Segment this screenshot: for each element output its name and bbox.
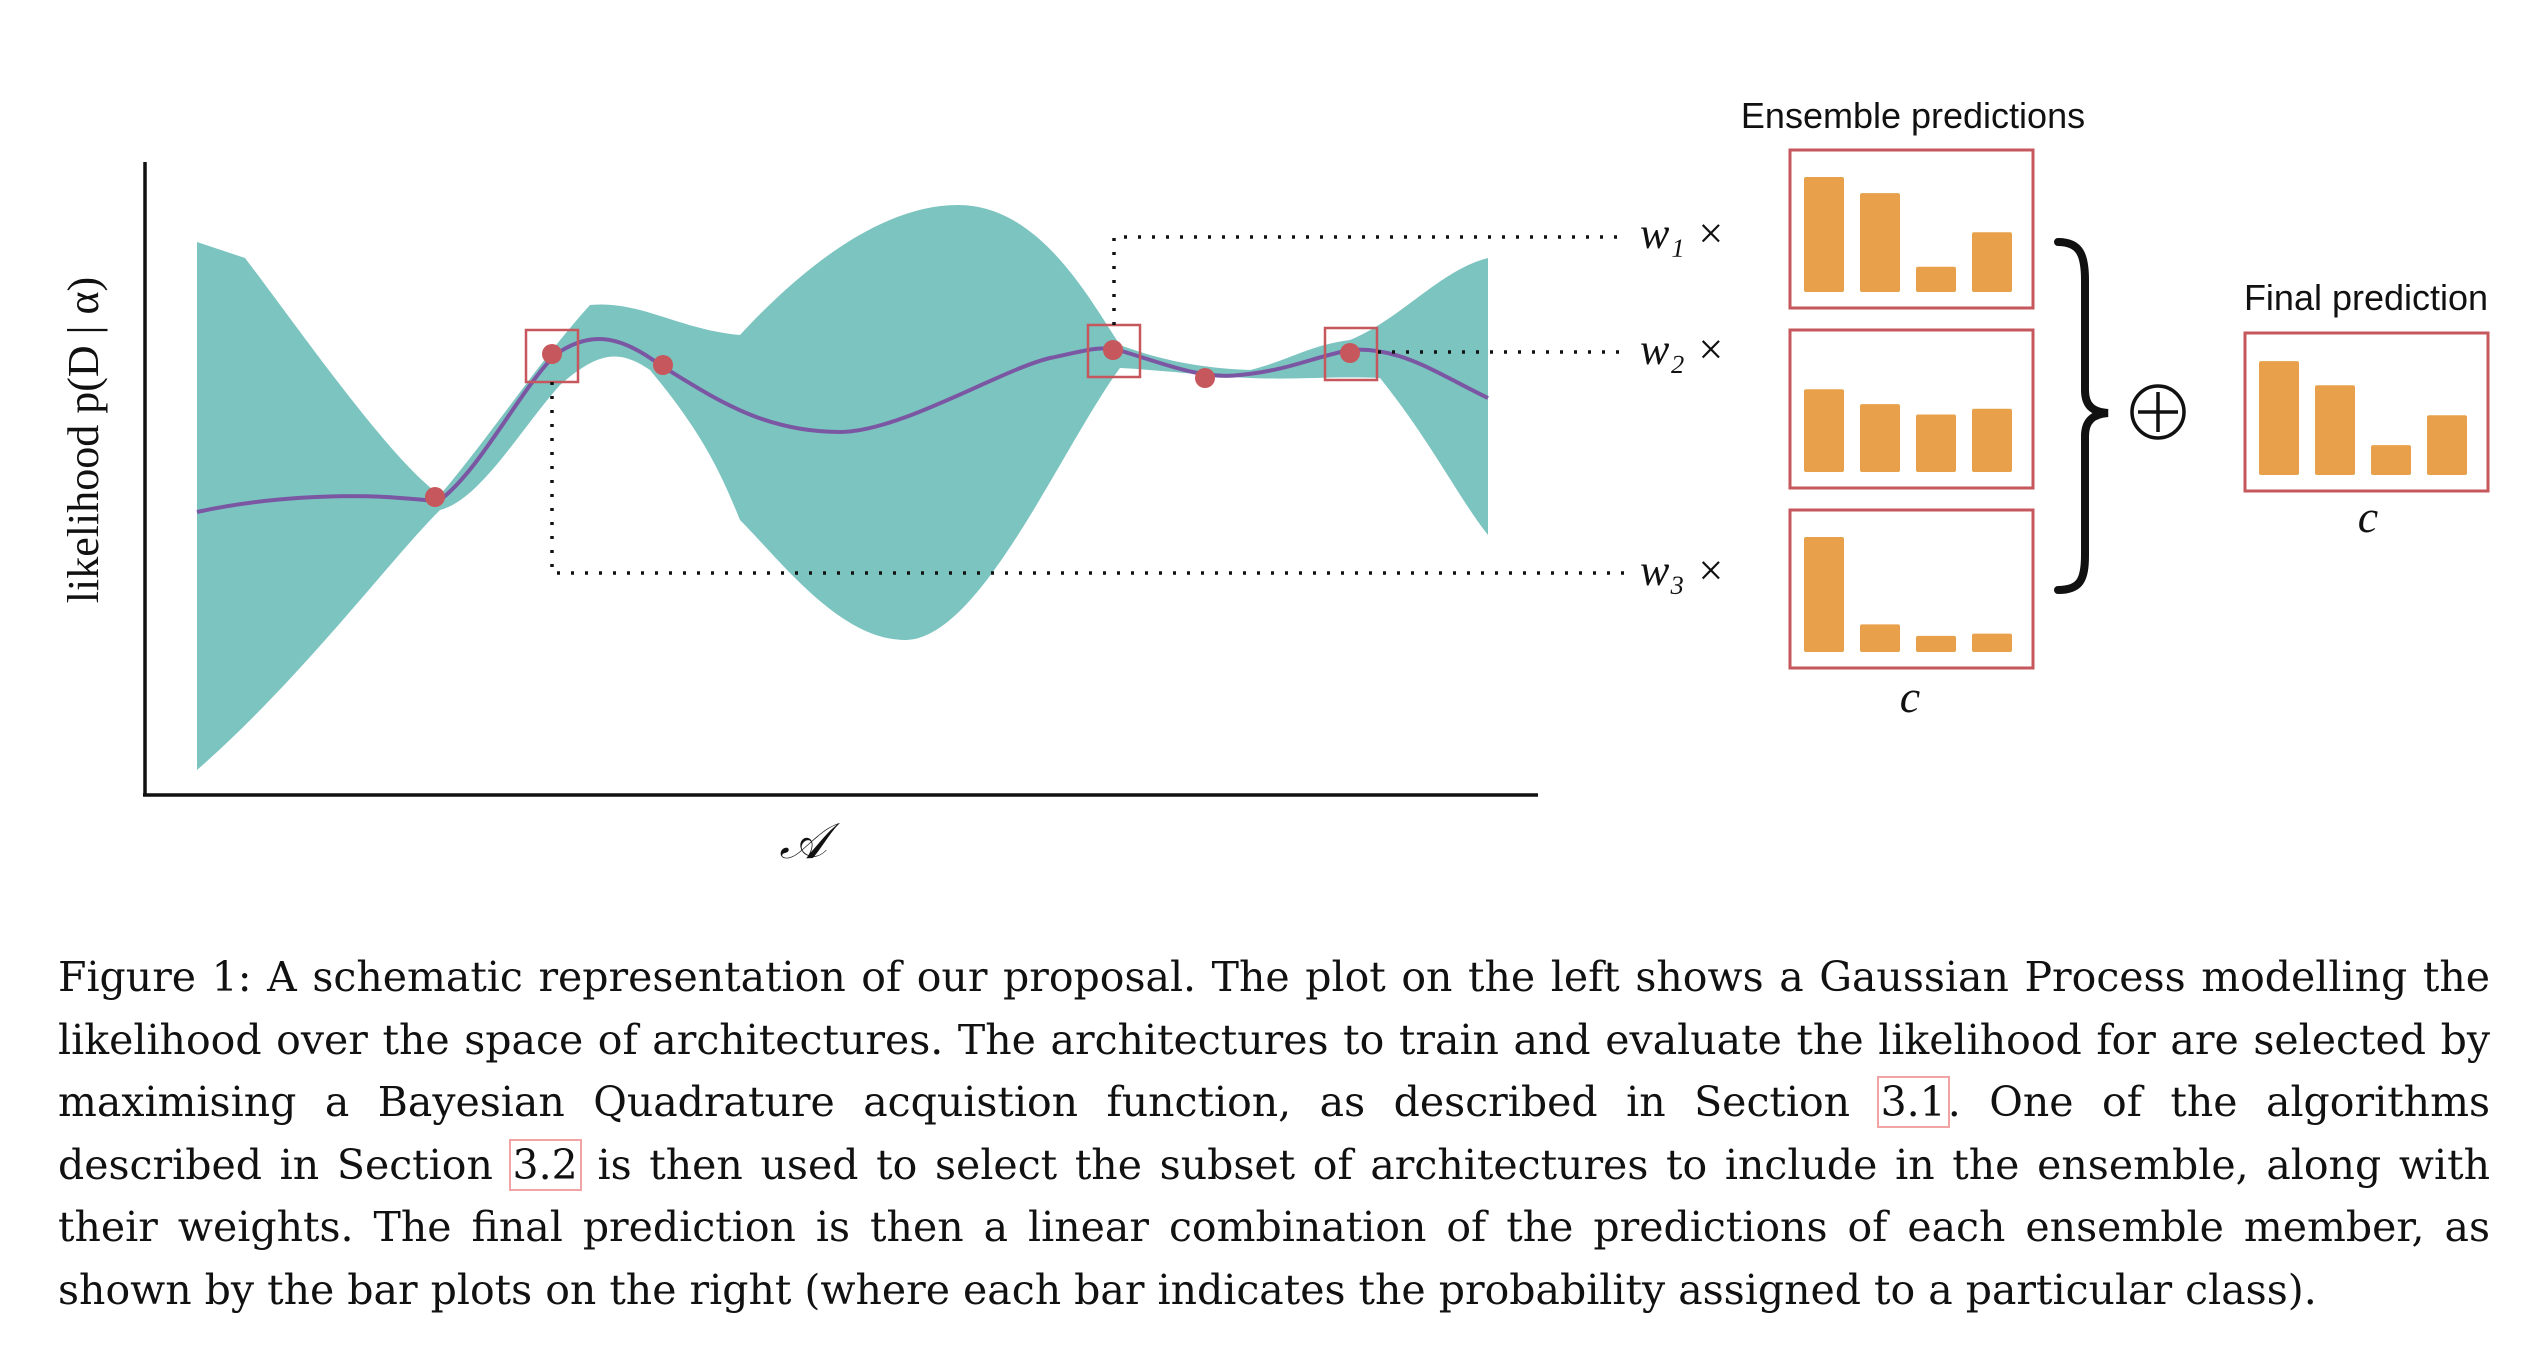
weight-connectors xyxy=(550,235,1625,575)
point xyxy=(542,344,562,364)
ensemble-3-bar-1 xyxy=(1804,537,1844,652)
connector-w1 xyxy=(1112,235,1625,325)
brace-icon xyxy=(2054,238,2109,594)
selected-box-3 xyxy=(1323,326,1379,382)
ensemble-box-3 xyxy=(1788,508,2035,670)
ensemble-bars xyxy=(1804,177,2012,652)
point xyxy=(1103,340,1123,360)
final-box xyxy=(2243,331,2490,493)
final-class-label: c xyxy=(2358,491,2378,542)
figure-caption: Figure 1: A schematic representation of … xyxy=(58,946,2490,1321)
ensemble-2-bar-1 xyxy=(1804,389,1844,472)
ensemble-box-1 xyxy=(1788,148,2035,310)
ensemble-class-label: c xyxy=(1900,671,1920,722)
ensemble-3-bar-3 xyxy=(1916,635,1956,652)
weight-label-w1: w₁ × xyxy=(1640,209,1725,258)
point xyxy=(425,487,445,507)
ensemble-1-bar-1 xyxy=(1804,177,1844,292)
final-bar-3 xyxy=(2371,445,2411,475)
final-bar-1 xyxy=(2259,361,2299,475)
ensemble-title: Ensemble predictions xyxy=(1741,95,2085,136)
oplus-icon xyxy=(2130,384,2186,440)
section-ref-3-1[interactable]: 3.1 xyxy=(1876,1076,1950,1128)
caption-lead: Figure 1: A schematic representation of … xyxy=(58,953,2490,1126)
weight-label-w3: w₃ × xyxy=(1640,546,1725,595)
weight-label-w2: w₂ × xyxy=(1640,325,1725,374)
caption-mid: . One of the algorithms described in Sec… xyxy=(58,1078,2490,1189)
y-axis-label: likelihood p(D | α) xyxy=(59,277,108,603)
point xyxy=(1195,368,1215,388)
ensemble-2-bar-4 xyxy=(1972,408,2012,472)
ensemble-3-bar-4 xyxy=(1972,633,2012,652)
point xyxy=(653,355,673,375)
point xyxy=(1340,343,1360,363)
schematic-figure: likelihood p(D | α) 𝒜 w₁ × w₂ × w₃ × Ens… xyxy=(59,95,2490,869)
final-bar-4 xyxy=(2427,415,2467,475)
ensemble-box-2 xyxy=(1788,328,2035,490)
x-axis-label: 𝒜 xyxy=(779,813,840,869)
ensemble-3-bar-2 xyxy=(1860,624,1900,652)
caption-tail: is then used to select the subset of arc… xyxy=(58,1140,2490,1314)
gp-uncertainty-band xyxy=(197,205,1488,770)
final-bar-2 xyxy=(2315,385,2355,475)
evaluated-points xyxy=(425,340,1360,507)
ensemble-1-bar-3 xyxy=(1916,266,1956,292)
final-bars xyxy=(2259,361,2467,475)
final-title: Final prediction xyxy=(2244,277,2488,318)
section-ref-3-2[interactable]: 3.2 xyxy=(508,1138,582,1191)
ensemble-1-bar-2 xyxy=(1860,193,1900,292)
ensemble-1-bar-4 xyxy=(1972,232,2012,292)
ensemble-2-bar-2 xyxy=(1860,404,1900,472)
ensemble-2-bar-3 xyxy=(1916,414,1956,472)
